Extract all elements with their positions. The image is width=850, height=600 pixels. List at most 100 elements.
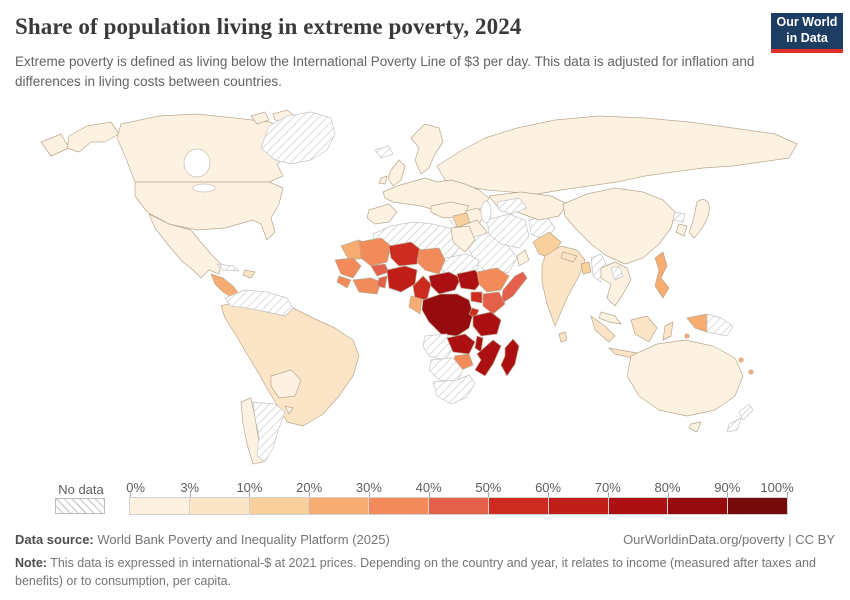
legend-segment[interactable] <box>249 498 310 514</box>
country-turkmenistan[interactable] <box>496 197 528 215</box>
country-alaska[interactable] <box>66 121 120 153</box>
country-burkina-faso[interactable] <box>370 263 390 277</box>
legend-tick-label: 90% <box>714 480 741 495</box>
legend-segment[interactable] <box>488 498 549 514</box>
country-dr-congo[interactable] <box>421 293 474 337</box>
country-cote-divoire-ghana[interactable] <box>352 277 382 295</box>
country-pacific-island-2[interactable] <box>738 357 744 363</box>
page-title: Share of population living in extreme po… <box>15 14 522 39</box>
hudson-bay <box>183 148 211 178</box>
country-niger[interactable] <box>388 241 422 267</box>
country-new-guinea-west[interactable] <box>686 313 708 333</box>
country-mali[interactable] <box>358 237 392 267</box>
legend-tick-label: 0% <box>126 480 146 495</box>
country-philippines[interactable] <box>654 251 670 299</box>
legend-segment[interactable] <box>309 498 370 514</box>
country-new-zealand-north[interactable] <box>738 403 754 421</box>
country-scandinavia[interactable] <box>410 123 444 175</box>
country-pacific-island-1[interactable] <box>684 333 690 339</box>
country-mozambique[interactable] <box>474 339 502 377</box>
legend-segment[interactable] <box>728 498 787 514</box>
data-source-label: Data source: <box>15 532 94 547</box>
country-australia[interactable] <box>626 339 744 417</box>
legend-segment[interactable] <box>189 498 250 514</box>
country-cuba[interactable] <box>216 263 240 272</box>
country-egypt[interactable] <box>450 225 476 253</box>
country-canada-arctic-2[interactable] <box>250 111 270 125</box>
owid-logo-line1: Our World <box>776 15 838 30</box>
country-iceland[interactable] <box>374 145 394 159</box>
country-mexico[interactable] <box>148 213 222 279</box>
country-iran[interactable] <box>486 213 530 249</box>
country-iberia[interactable] <box>366 203 398 225</box>
country-united-states[interactable] <box>134 181 284 241</box>
country-madagascar[interactable] <box>500 338 520 377</box>
country-malaysia[interactable] <box>598 311 622 325</box>
legend-tick-label: 10% <box>236 480 263 495</box>
country-congo-gabon[interactable] <box>408 295 423 315</box>
country-pacific-island-3[interactable] <box>748 369 754 375</box>
legend-segment[interactable] <box>668 498 729 514</box>
country-cameroon[interactable] <box>412 275 432 301</box>
country-bolivia-paraguay[interactable] <box>270 369 302 399</box>
legend-tick-label: 70% <box>594 480 621 495</box>
country-venezuela-guyanas[interactable] <box>224 289 294 317</box>
legend-color-bar[interactable] <box>129 497 788 515</box>
legend-segment[interactable] <box>429 498 489 514</box>
country-nigeria[interactable] <box>386 265 418 293</box>
country-chad[interactable] <box>416 247 446 275</box>
country-ethiopia[interactable] <box>476 267 510 293</box>
country-nepal[interactable] <box>560 251 578 263</box>
country-russia[interactable] <box>436 115 798 195</box>
country-argentina[interactable] <box>252 401 286 463</box>
country-laos[interactable] <box>610 265 624 281</box>
country-new-guinea-east[interactable] <box>706 313 734 337</box>
legend-segment[interactable] <box>369 498 430 514</box>
legend-segment[interactable] <box>608 498 669 514</box>
country-bangladesh[interactable] <box>580 261 592 275</box>
country-sri-lanka[interactable] <box>558 331 568 343</box>
country-tasmania[interactable] <box>688 421 702 433</box>
legend-tick-label: 30% <box>355 480 382 495</box>
country-north-korea[interactable] <box>672 211 686 223</box>
country-russia-west-sliver[interactable] <box>40 133 70 157</box>
country-united-kingdom[interactable] <box>387 159 406 187</box>
country-togo-benin[interactable] <box>376 275 388 289</box>
country-south-korea[interactable] <box>675 223 688 237</box>
country-central-african-republic[interactable] <box>428 271 462 295</box>
country-greenland[interactable] <box>260 111 336 165</box>
country-zambia[interactable] <box>446 333 476 355</box>
owid-logo-box: Our World in Data <box>771 13 843 49</box>
country-indonesia-sulawesi[interactable] <box>662 321 674 341</box>
note-label: Note: <box>15 556 47 570</box>
country-india[interactable] <box>541 245 586 327</box>
world-map[interactable] <box>39 108 811 472</box>
country-uganda[interactable] <box>470 291 483 304</box>
country-south-africa[interactable] <box>432 374 476 405</box>
country-senegal-guinea[interactable] <box>334 257 362 279</box>
country-tanzania[interactable] <box>472 311 502 337</box>
country-china-mongolia[interactable] <box>562 187 676 265</box>
country-uruguay[interactable] <box>284 405 294 415</box>
country-new-zealand-south[interactable] <box>726 417 742 433</box>
legend-no-data-swatch[interactable] <box>55 498 105 514</box>
country-indonesia-borneo[interactable] <box>630 315 658 343</box>
country-sierra-leone-liberia[interactable] <box>336 275 352 289</box>
legend-tick-label: 40% <box>415 480 442 495</box>
great-lakes <box>192 183 216 193</box>
country-indonesia-sumatra[interactable] <box>590 315 616 343</box>
country-south-sudan[interactable] <box>456 269 484 291</box>
country-mainland-southeast-asia[interactable] <box>600 261 632 307</box>
country-oman[interactable] <box>516 249 530 267</box>
legend-tick-label: 80% <box>654 480 681 495</box>
legend-tick-label: 20% <box>296 480 323 495</box>
owid-logo[interactable]: Our World in Data <box>771 13 843 54</box>
country-ireland[interactable] <box>378 175 388 185</box>
country-hispaniola[interactable] <box>242 269 256 279</box>
country-kenya[interactable] <box>482 291 506 315</box>
legend-segment[interactable] <box>130 498 190 514</box>
legend-segment[interactable] <box>548 498 609 514</box>
note-value: This data is expressed in international-… <box>15 556 816 589</box>
license-link[interactable]: OurWorldinData.org/poverty | CC BY <box>623 532 835 547</box>
country-japan[interactable] <box>688 199 710 239</box>
